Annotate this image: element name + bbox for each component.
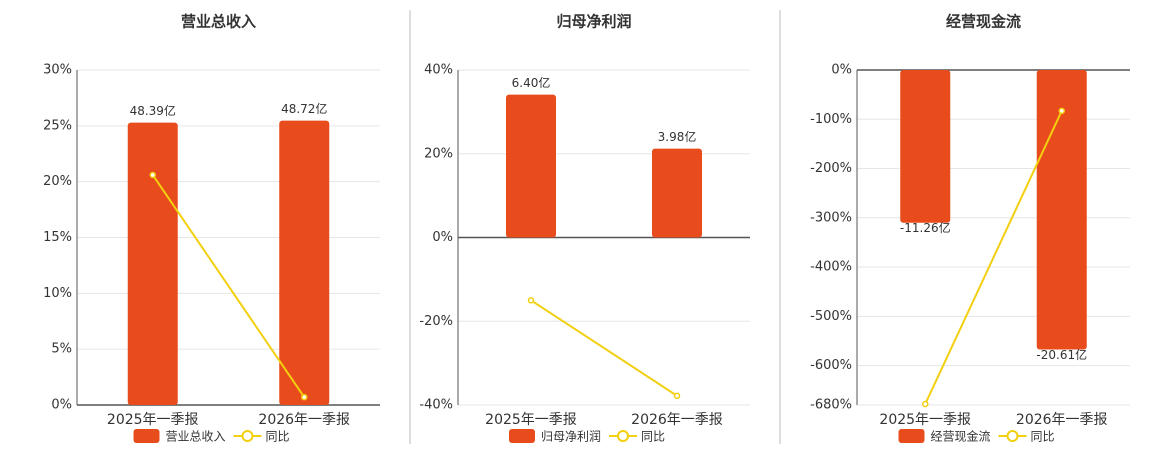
y-tick-label: 0% <box>831 63 852 78</box>
y-tick-label: 30% <box>43 63 72 78</box>
legend-label: 同比 <box>641 430 665 444</box>
chart-title: 归母净利润 <box>556 13 631 31</box>
y-tick-label: 40% <box>424 63 453 78</box>
y-tick-label: -400% <box>810 260 852 275</box>
point <box>527 297 535 304</box>
bar <box>652 148 702 238</box>
line <box>924 110 1063 405</box>
y-tick-label: 0% <box>432 230 453 245</box>
y-tick-label: -500% <box>810 309 852 324</box>
data-label: 48.39亿 <box>130 103 176 118</box>
x-tick-label: 2025年一季报 <box>107 412 199 428</box>
y-tick-label: -20% <box>419 314 453 329</box>
legend-swatch <box>241 430 254 442</box>
legend-label: 同比 <box>1031 430 1055 444</box>
y-tick-label: -680% <box>810 398 852 413</box>
legend-label: 经营现金流 <box>931 429 991 444</box>
x-tick-label: 2026年一季报 <box>631 412 723 428</box>
line <box>151 174 306 398</box>
legend-swatch <box>1006 430 1019 442</box>
data-label: -20.61亿 <box>1036 347 1087 362</box>
y-tick-label: 20% <box>424 146 453 161</box>
y-tick-label: -600% <box>810 358 852 373</box>
y-tick-label: 10% <box>43 286 72 301</box>
y-tick-label: 15% <box>43 230 72 245</box>
point <box>922 400 929 408</box>
chart-title: 营业总收入 <box>181 13 256 31</box>
legend-label: 归母净利润 <box>541 430 601 444</box>
data-label: 3.98亿 <box>658 129 697 144</box>
legend-swatch <box>898 429 925 443</box>
line <box>530 299 678 397</box>
bar <box>127 122 178 405</box>
legend-swatch <box>133 429 160 443</box>
point <box>149 171 156 179</box>
legend-label: 同比 <box>266 430 290 444</box>
y-tick-label: 20% <box>43 174 72 189</box>
bar <box>506 94 556 238</box>
y-tick-label: 0% <box>51 398 72 413</box>
bar <box>279 120 330 405</box>
x-tick-label: 2026年一季报 <box>1016 412 1108 428</box>
legend-swatch <box>509 429 535 443</box>
data-label: 6.40亿 <box>512 75 551 90</box>
y-tick-label: -40% <box>419 398 453 413</box>
y-tick-label: -200% <box>810 161 852 176</box>
y-tick-label: -300% <box>810 210 852 225</box>
y-tick-label: 5% <box>51 342 72 357</box>
y-tick-label: 25% <box>43 118 72 133</box>
chart-title: 经营现金流 <box>946 13 1021 31</box>
point <box>1058 107 1065 115</box>
data-label: -11.26亿 <box>900 220 951 235</box>
bar <box>900 70 951 223</box>
y-tick-label: -100% <box>810 112 852 127</box>
x-tick-label: 2026年一季报 <box>258 412 350 428</box>
point <box>301 393 308 401</box>
data-label: 48.72亿 <box>281 101 327 116</box>
legend-swatch <box>617 430 629 442</box>
legend-label: 营业总收入 <box>166 430 226 444</box>
point <box>673 392 681 400</box>
x-tick-label: 2025年一季报 <box>879 412 971 428</box>
x-tick-label: 2025年一季报 <box>485 412 577 428</box>
